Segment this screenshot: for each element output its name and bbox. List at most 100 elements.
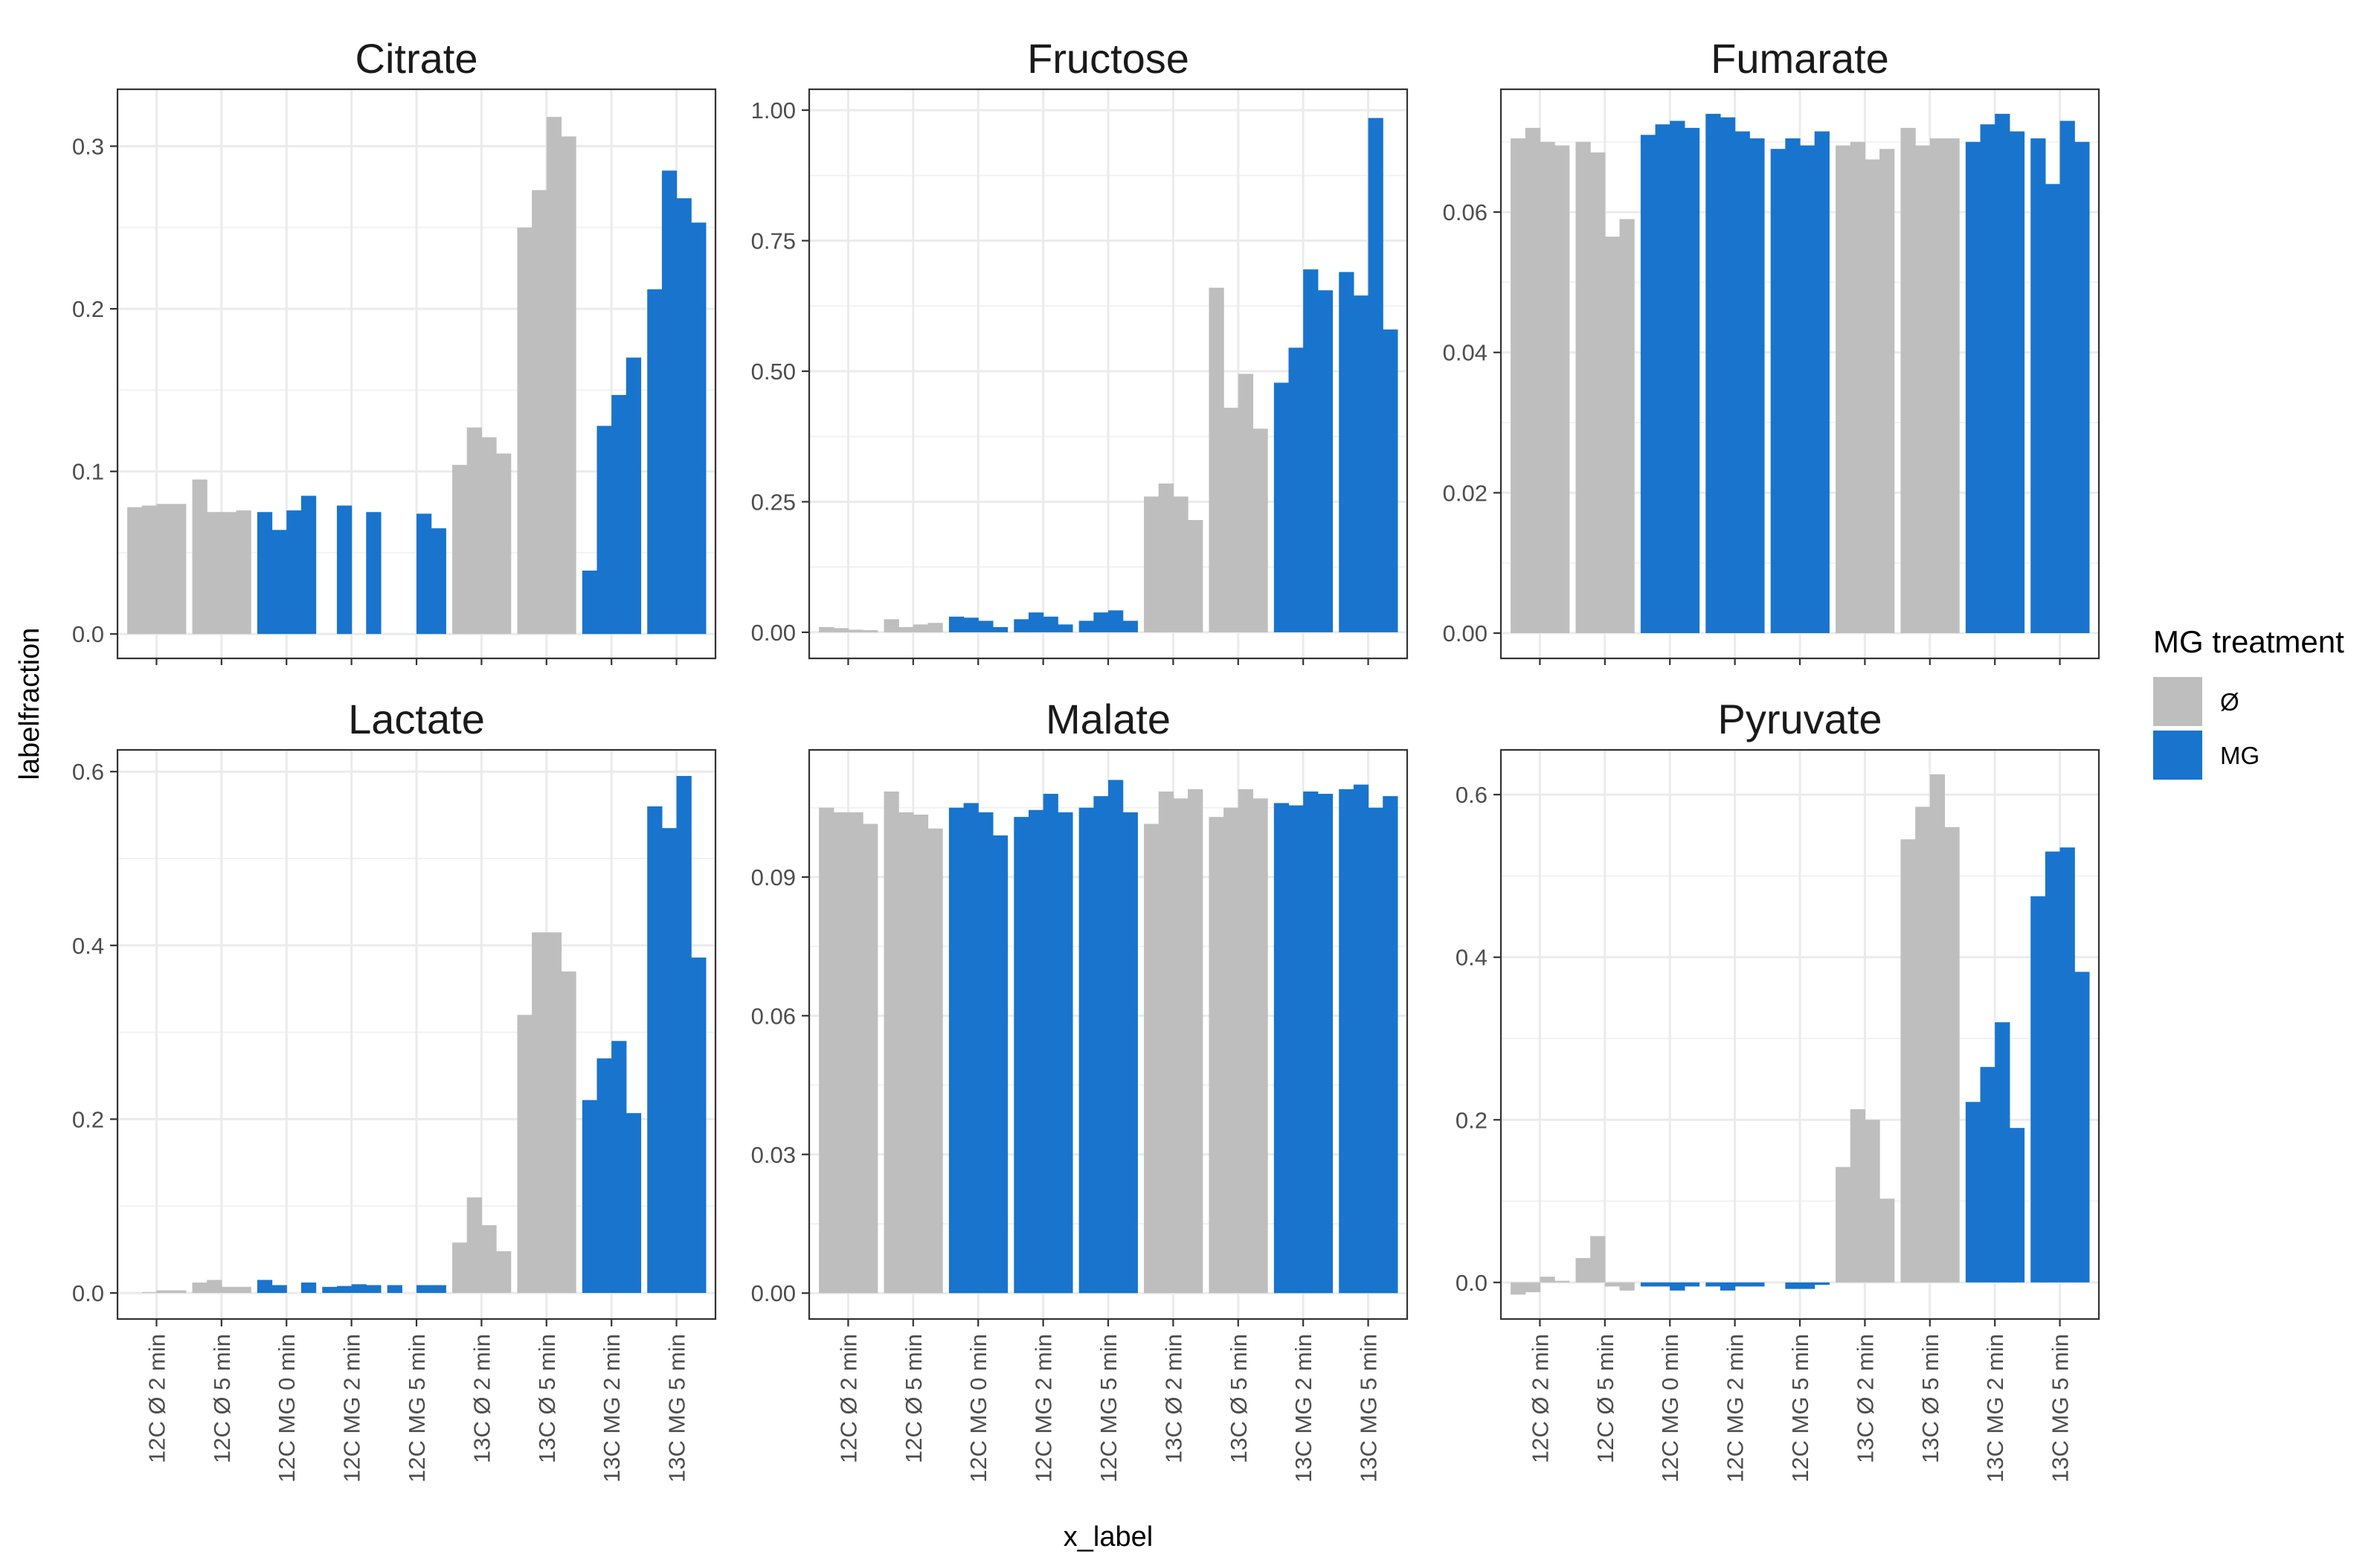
bar	[1209, 287, 1224, 632]
bar	[1223, 408, 1239, 632]
panel-title: Fumarate	[1711, 35, 1889, 82]
bar	[1288, 347, 1304, 632]
x-tick-label: 12C Ø 2 min	[1527, 1334, 1553, 1463]
bar	[978, 620, 994, 632]
bar	[1619, 1282, 1635, 1291]
bar	[848, 629, 863, 632]
bar	[1525, 127, 1541, 634]
bar	[257, 1280, 273, 1293]
bar	[691, 222, 707, 635]
bar	[141, 1291, 158, 1293]
bar	[1965, 141, 1981, 634]
bar	[387, 1285, 402, 1293]
y-axis-title: labelfraction	[14, 628, 45, 780]
bar	[1093, 796, 1109, 1294]
bar	[351, 1284, 367, 1293]
bar	[192, 479, 208, 635]
bar	[1058, 624, 1073, 632]
bar	[1014, 817, 1029, 1294]
bar	[1900, 839, 1916, 1283]
bar	[1108, 780, 1124, 1294]
x-tick-label: 13C Ø 2 min	[1852, 1334, 1878, 1463]
bar	[322, 1286, 338, 1293]
bar	[625, 357, 642, 635]
bar	[1980, 124, 1995, 634]
y-tick-label: 0.4	[72, 933, 104, 959]
panel-title: Malate	[1046, 696, 1171, 742]
bar	[1158, 791, 1174, 1294]
bar	[582, 1100, 598, 1293]
bar	[532, 932, 547, 1293]
bar	[927, 828, 943, 1294]
x-tick-label: 13C Ø 5 min	[534, 1334, 560, 1463]
bar	[978, 812, 994, 1294]
bar	[481, 1225, 497, 1293]
bar	[963, 617, 979, 632]
x-tick-label: 12C MG 2 min	[1723, 1334, 1749, 1483]
bar	[1865, 159, 1880, 634]
bar	[819, 807, 834, 1294]
bar	[1640, 135, 1656, 634]
y-tick-label: 0.00	[1443, 620, 1488, 646]
bar	[611, 394, 627, 635]
bar	[676, 776, 692, 1293]
x-tick-label: 13C MG 2 min	[1290, 1334, 1316, 1483]
bar	[1144, 496, 1160, 632]
bar	[1058, 812, 1073, 1294]
bar	[1540, 141, 1555, 634]
bar	[898, 812, 914, 1294]
bar	[221, 1286, 237, 1293]
bar	[1670, 121, 1685, 634]
bar	[2009, 1128, 2025, 1283]
bar	[1734, 131, 1750, 634]
bar	[1814, 1282, 1830, 1286]
bar	[1850, 141, 1865, 634]
y-tick-label: 0.25	[751, 489, 796, 515]
bar	[1814, 131, 1830, 634]
bar	[192, 1282, 208, 1293]
bar	[1670, 1282, 1685, 1291]
bar	[596, 426, 612, 635]
x-tick-label: 12C MG 5 min	[404, 1334, 430, 1483]
bar	[1144, 824, 1160, 1294]
panel-pyruvate: 0.0 0.2 0.4 0.6 12C Ø 2 min 12C Ø 5 min 12C MG…	[1456, 696, 2100, 1483]
bar	[1383, 796, 1398, 1294]
bar	[546, 932, 562, 1293]
bar	[611, 1041, 627, 1293]
y-tick-label: 0.00	[751, 620, 796, 646]
legend-label: Ø	[2220, 688, 2239, 716]
bar	[221, 512, 237, 635]
bar	[127, 507, 143, 635]
bar	[992, 626, 1009, 632]
legend-key-mg	[2153, 731, 2202, 780]
bar	[1525, 1282, 1541, 1292]
y-tick-label: 0.4	[1456, 945, 1488, 971]
y-tick-label: 0.09	[751, 864, 796, 890]
bar	[1028, 809, 1044, 1294]
y-tick-label: 0.3	[72, 134, 104, 160]
bar	[1720, 117, 1736, 634]
x-tick-label: 12C MG 2 min	[339, 1334, 365, 1483]
bar	[1749, 138, 1765, 634]
x-tick-label: 12C MG 0 min	[1657, 1334, 1683, 1483]
bar	[1238, 789, 1254, 1294]
bar	[1800, 1282, 1815, 1289]
bar	[561, 136, 576, 635]
bar	[1575, 141, 1591, 634]
bar	[2074, 972, 2090, 1283]
bar	[1122, 812, 1138, 1294]
bar	[661, 828, 678, 1293]
bar	[1929, 774, 1946, 1283]
panel-lactate: 0.0 0.2 0.4 0.6 12C Ø 2 min 12C Ø 5 min 12C MG…	[72, 696, 717, 1483]
bar	[625, 1113, 642, 1293]
bar	[1619, 219, 1635, 634]
bar	[1353, 784, 1369, 1294]
bar	[452, 1242, 468, 1293]
panel-fructose: 0.00 0.25 0.50 0.75 1.00 Fructose	[751, 35, 1409, 665]
x-tick-label: 12C Ø 2 min	[835, 1334, 861, 1463]
legend-label: MG	[2220, 742, 2260, 769]
bar	[481, 437, 497, 635]
bar	[156, 504, 172, 635]
bar	[366, 512, 382, 635]
bar	[1995, 1022, 2010, 1283]
